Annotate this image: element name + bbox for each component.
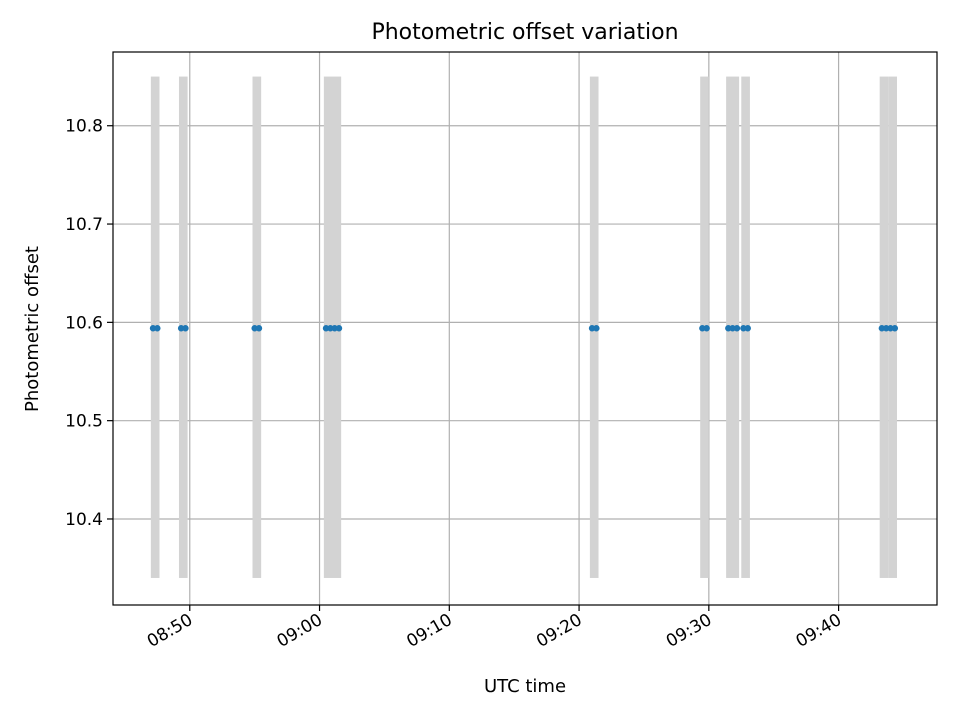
y-tick-label: 10.8 [65, 117, 103, 137]
exposure-bands [150, 76, 897, 578]
x-tick-label: 09:30 [663, 610, 715, 652]
grid-lines [113, 52, 937, 605]
data-point [182, 325, 189, 332]
x-tick-label: 09:40 [793, 610, 845, 652]
y-axis-ticks: 10.4 10.5 10.6 10.7 10.8 [65, 117, 113, 530]
data-point [593, 325, 600, 332]
x-axis-label: UTC time [484, 676, 566, 697]
data-point [744, 325, 751, 332]
y-axis-label: Photometric offset [22, 246, 43, 412]
x-axis-ticks: 08:50 09:00 09:10 09:20 09:30 09:40 [144, 605, 845, 652]
x-tick-label: 09:10 [403, 610, 455, 652]
x-tick-label: 08:50 [144, 610, 196, 652]
plot-frame [112, 51, 938, 606]
data-point [703, 325, 710, 332]
data-point [733, 325, 741, 332]
data-point [891, 325, 899, 332]
data-point [335, 325, 343, 332]
y-tick-label: 10.5 [65, 412, 103, 432]
data-point [154, 325, 161, 332]
data-points [149, 325, 899, 332]
y-tick-label: 10.7 [65, 215, 103, 235]
y-tick-label: 10.6 [65, 313, 103, 333]
y-tick-label: 10.4 [65, 510, 103, 530]
x-tick-label: 09:00 [274, 610, 326, 652]
data-point [255, 325, 263, 332]
chart-title: Photometric offset variation [371, 20, 678, 45]
x-tick-label: 09:20 [533, 610, 585, 652]
